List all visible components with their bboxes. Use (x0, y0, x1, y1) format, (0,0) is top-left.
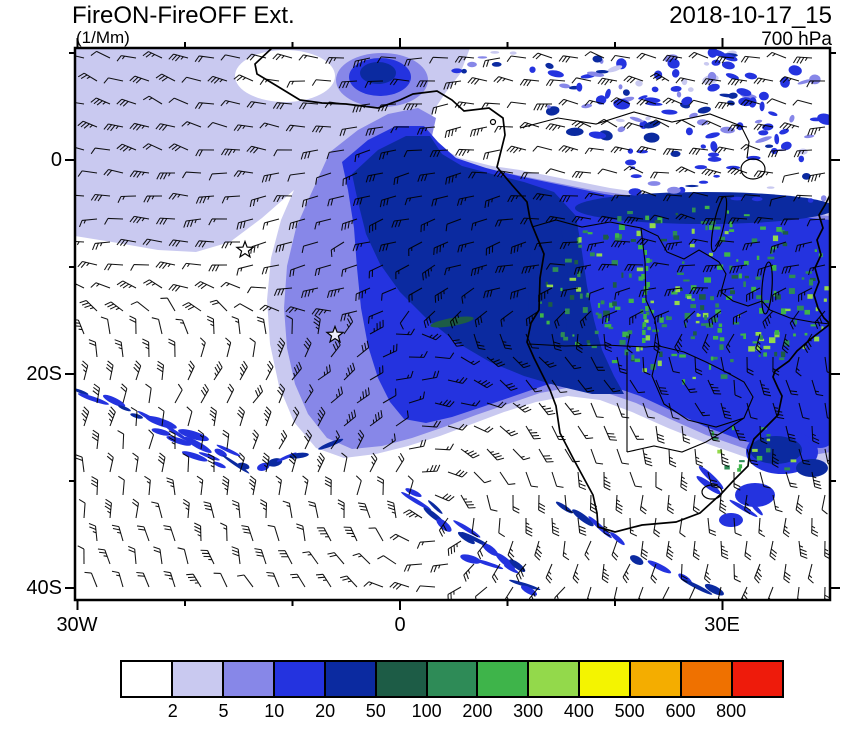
star-marker (235, 239, 255, 259)
y-axis-label-40s: 40S (26, 577, 62, 599)
colorbar-cell (223, 662, 273, 696)
lake-malawi (761, 261, 773, 315)
colorbar-tick-label: 100 (411, 701, 442, 721)
colorbar-tick-label: 600 (665, 701, 696, 721)
colorbar-tick-label: 500 (614, 701, 645, 721)
star-marker (325, 324, 345, 344)
plot-pressure-level: 700 hPa (761, 29, 832, 50)
x-axis-label-30w: 30W (56, 614, 98, 636)
x-axis-label-30e: 30E (704, 614, 740, 636)
north-patch-navy (360, 62, 396, 84)
colorbar-cell (427, 662, 477, 696)
plot-datetime: 2018-10-17_15 (669, 2, 832, 29)
colorbar-labels: 2 5 10 20 50 100 200 300 400 500 600 800 (0, 701, 850, 727)
lake-victoria (740, 158, 766, 180)
colorbar-cell (631, 662, 681, 696)
colorbar-tick-label: 300 (513, 701, 544, 721)
colorbar-cell (478, 662, 528, 696)
y-axis-label-20s: 20S (26, 363, 62, 385)
colorbar-cell (733, 662, 782, 696)
colorbar-tick-label: 10 (264, 701, 285, 721)
colorbar-cell (274, 662, 324, 696)
colorbar-tick-label: 400 (563, 701, 594, 721)
colorbar (120, 660, 784, 698)
colorbar-tick-label: 2 (167, 701, 178, 721)
sa-east-patch-1 (735, 483, 775, 507)
colorbar-cell (376, 662, 426, 696)
colorbar-cell (325, 662, 375, 696)
colorbar-cell (172, 662, 222, 696)
lesotho-border (701, 484, 723, 500)
bioko-island (489, 118, 497, 126)
star-markers-layer (235, 239, 345, 344)
sa-east-patch-2 (719, 513, 743, 527)
plot-units-label: (1/Mm) (76, 28, 130, 47)
colorbar-tick-label: 800 (716, 701, 747, 721)
plot-title: FireON-FireOFF Ext. (72, 2, 295, 29)
colorbar-tick-label: 20 (315, 701, 336, 721)
southern-streak-layer (75, 388, 763, 596)
axis-ticks (65, 38, 840, 610)
equatorial-dark-band (575, 192, 830, 224)
colorbar-cell (580, 662, 630, 696)
colorbar-tick-label: 200 (462, 701, 493, 721)
ocean-green-streak (430, 316, 474, 328)
se-cluster-navy-1 (750, 436, 802, 464)
africa-coastline (254, 48, 830, 533)
colorbar-cell (122, 662, 171, 696)
colorbar-tick-label: 5 (218, 701, 229, 721)
y-axis-label-0: 0 (50, 149, 62, 171)
clear-notch (235, 50, 335, 102)
x-axis-label-0: 0 (394, 614, 406, 636)
se-cluster-blue-2 (808, 432, 830, 448)
colorbar-tick-label: 50 (365, 701, 386, 721)
map-frame (73, 46, 832, 602)
colorbar-cell (529, 662, 579, 696)
map-content-layer (75, 48, 830, 600)
wind-barbs-layer (75, 50, 830, 600)
colorbar-cell (682, 662, 732, 696)
coastal-dark-strip (528, 210, 568, 380)
